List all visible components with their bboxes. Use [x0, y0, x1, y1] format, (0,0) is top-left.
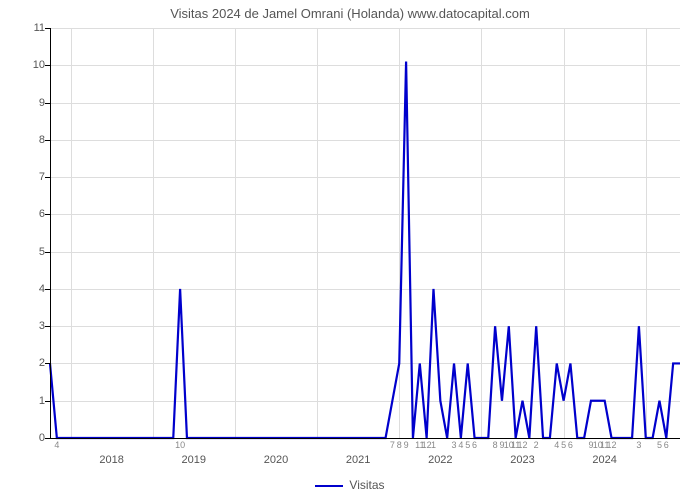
x-minor-label: 12 [607, 440, 617, 450]
y-tick-mark [45, 401, 50, 402]
x-minor-label: 3 [636, 440, 641, 450]
chart-title: Visitas 2024 de Jamel Omrani (Holanda) w… [0, 6, 700, 21]
x-minor-label: 5 [561, 440, 566, 450]
y-tick-label: 10 [5, 59, 45, 71]
x-minor-label: 8 [397, 440, 402, 450]
x-minor-label: 5 [465, 440, 470, 450]
x-year-label: 2024 [592, 454, 616, 466]
x-year-label: 2019 [182, 454, 206, 466]
y-tick-mark [45, 214, 50, 215]
x-minor-label: 6 [472, 440, 477, 450]
x-minor-label: 12 [517, 440, 527, 450]
x-minor-label: 8 [493, 440, 498, 450]
plot-area [50, 28, 680, 438]
legend-label: Visitas [349, 478, 384, 492]
x-minor-label: 1 [431, 440, 436, 450]
x-minor-label: 2 [534, 440, 539, 450]
x-year-label: 2020 [264, 454, 288, 466]
y-tick-label: 5 [5, 246, 45, 258]
x-minor-label: 10 [175, 440, 185, 450]
y-tick-label: 3 [5, 320, 45, 332]
x-year-label: 2022 [428, 454, 452, 466]
x-minor-label: 4 [458, 440, 463, 450]
y-tick-label: 0 [5, 432, 45, 444]
y-tick-label: 8 [5, 134, 45, 146]
y-tick-mark [45, 289, 50, 290]
y-tick-mark [45, 177, 50, 178]
y-tick-label: 1 [5, 395, 45, 407]
x-minor-label: 3 [452, 440, 457, 450]
x-year-label: 2023 [510, 454, 534, 466]
legend: Visitas [0, 478, 700, 492]
y-tick-mark [45, 28, 50, 29]
x-axis-line [50, 438, 680, 439]
x-year-label: 2021 [346, 454, 370, 466]
y-tick-mark [45, 363, 50, 364]
line-series [50, 28, 680, 438]
y-tick-label: 4 [5, 283, 45, 295]
y-tick-mark [45, 252, 50, 253]
x-minor-label: 4 [54, 440, 59, 450]
x-year-label: 2018 [99, 454, 123, 466]
y-tick-mark [45, 140, 50, 141]
y-tick-label: 7 [5, 171, 45, 183]
x-minor-label: 5 [657, 440, 662, 450]
y-tick-mark [45, 103, 50, 104]
y-tick-label: 9 [5, 97, 45, 109]
x-minor-label: 6 [664, 440, 669, 450]
x-minor-label: 9 [404, 440, 409, 450]
y-axis-line [50, 28, 51, 438]
legend-line-icon [315, 485, 343, 487]
y-tick-mark [45, 65, 50, 66]
x-minor-label: 4 [554, 440, 559, 450]
y-tick-label: 6 [5, 208, 45, 220]
y-tick-mark [45, 326, 50, 327]
chart-container: Visitas 2024 de Jamel Omrani (Holanda) w… [0, 0, 700, 500]
y-tick-label: 2 [5, 357, 45, 369]
y-tick-mark [45, 438, 50, 439]
x-minor-label: 6 [568, 440, 573, 450]
y-tick-label: 11 [5, 22, 45, 34]
x-minor-label: 7 [390, 440, 395, 450]
